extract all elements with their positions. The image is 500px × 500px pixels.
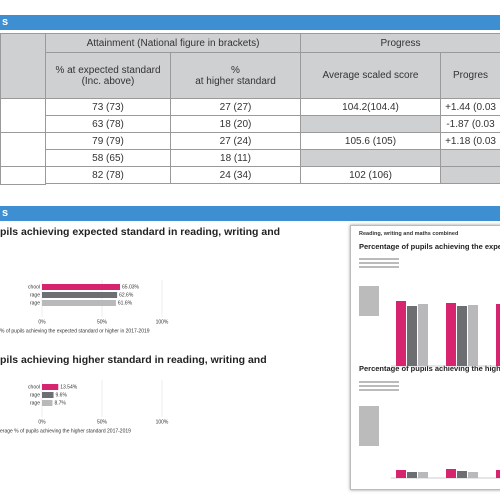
table-cell: 27 (27) bbox=[170, 98, 301, 116]
table-cell bbox=[440, 166, 500, 184]
category-label: rage bbox=[30, 392, 40, 398]
preview-heading: Reading, writing and maths combined bbox=[359, 231, 459, 237]
section-band: s bbox=[0, 206, 500, 221]
table-cell: 105.6 (105) bbox=[300, 132, 441, 150]
value-label: 61.6% bbox=[118, 300, 133, 306]
table-cell bbox=[300, 149, 441, 167]
document-preview: Reading, writing and maths combined Perc… bbox=[350, 225, 500, 490]
x-tick-label: 100% bbox=[156, 419, 169, 425]
table-cell bbox=[0, 33, 46, 99]
table-cell: 18 (11) bbox=[170, 149, 301, 167]
table-cell bbox=[0, 98, 46, 133]
x-tick-label: 0% bbox=[38, 419, 46, 425]
chart-caption: erage % of pupils achieving the higher s… bbox=[0, 428, 131, 434]
table-cell: Progress bbox=[300, 33, 500, 53]
bar bbox=[42, 284, 121, 290]
table-cell: 27 (24) bbox=[170, 132, 301, 150]
preview-graphics bbox=[359, 258, 500, 479]
chart-title: pils achieving expected standard in read… bbox=[0, 226, 281, 238]
bar-chart: 0% 50% 100% chool 65.03% rage 62.6% rage 61.6% % … bbox=[0, 280, 169, 334]
table-cell: Average scaled score bbox=[300, 52, 441, 99]
chart-title: pils achieving higher standard in readin… bbox=[0, 354, 267, 366]
table-cell: 102 (106) bbox=[300, 166, 441, 184]
bar bbox=[42, 392, 54, 398]
value-label: 13.54% bbox=[60, 384, 78, 390]
preview-title: Percentage of pupils achieving the expec… bbox=[359, 242, 500, 251]
table-cell: 18 (20) bbox=[170, 115, 301, 133]
table-cell: 79 (79) bbox=[45, 132, 171, 150]
category-label: rage bbox=[30, 400, 40, 406]
bar-chart: 0% 50% 100% chool 13.54% rage 9.6% rage 8.7% erag… bbox=[0, 380, 169, 434]
table-cell bbox=[300, 115, 441, 133]
table-cell: % at higher standard bbox=[170, 52, 301, 99]
x-tick-label: 0% bbox=[38, 319, 46, 325]
table-cell: 63 (78) bbox=[45, 115, 171, 133]
table-cell: 73 (73) bbox=[45, 98, 171, 116]
category-label: rage bbox=[30, 300, 40, 306]
x-tick-label: 50% bbox=[97, 419, 108, 425]
table-cell: 58 (65) bbox=[45, 149, 171, 167]
category-label: chool bbox=[28, 284, 40, 290]
value-label: 62.6% bbox=[119, 292, 134, 298]
preview-title: Percentage of pupils achieving the highe… bbox=[359, 364, 500, 373]
category-label: rage bbox=[30, 292, 40, 298]
table-cell: 82 (78) bbox=[45, 166, 171, 184]
value-label: 9.6% bbox=[56, 392, 68, 398]
x-tick-label: 50% bbox=[97, 319, 108, 325]
table: Attainment (National figure in brackets)… bbox=[0, 33, 500, 185]
bar bbox=[42, 300, 116, 306]
table-cell: 24 (34) bbox=[170, 166, 301, 184]
section-band: s bbox=[0, 15, 500, 30]
category-label: chool bbox=[28, 384, 40, 390]
table-cell bbox=[0, 166, 46, 185]
x-tick-label: 100% bbox=[156, 319, 169, 325]
chart-caption: % of pupils achieving the expected stand… bbox=[0, 328, 150, 334]
table-cell bbox=[0, 132, 46, 167]
table-cell bbox=[440, 149, 500, 167]
table-cell: % at expected standard (Inc. above) bbox=[45, 52, 171, 99]
value-label: 8.7% bbox=[54, 400, 66, 406]
bar bbox=[42, 384, 59, 390]
table-cell: -1.87 (0.03 bbox=[440, 115, 500, 133]
bar bbox=[42, 292, 118, 298]
table-cell: Attainment (National figure in brackets) bbox=[45, 33, 301, 53]
table-cell: +1.18 (0.03 bbox=[440, 132, 500, 150]
value-label: 65.03% bbox=[122, 284, 140, 290]
table-cell: Progres bbox=[440, 52, 500, 99]
table-cell: +1.44 (0.03 bbox=[440, 98, 500, 116]
bar bbox=[42, 400, 53, 406]
table-cell: 104.2(104.4) bbox=[300, 98, 441, 116]
